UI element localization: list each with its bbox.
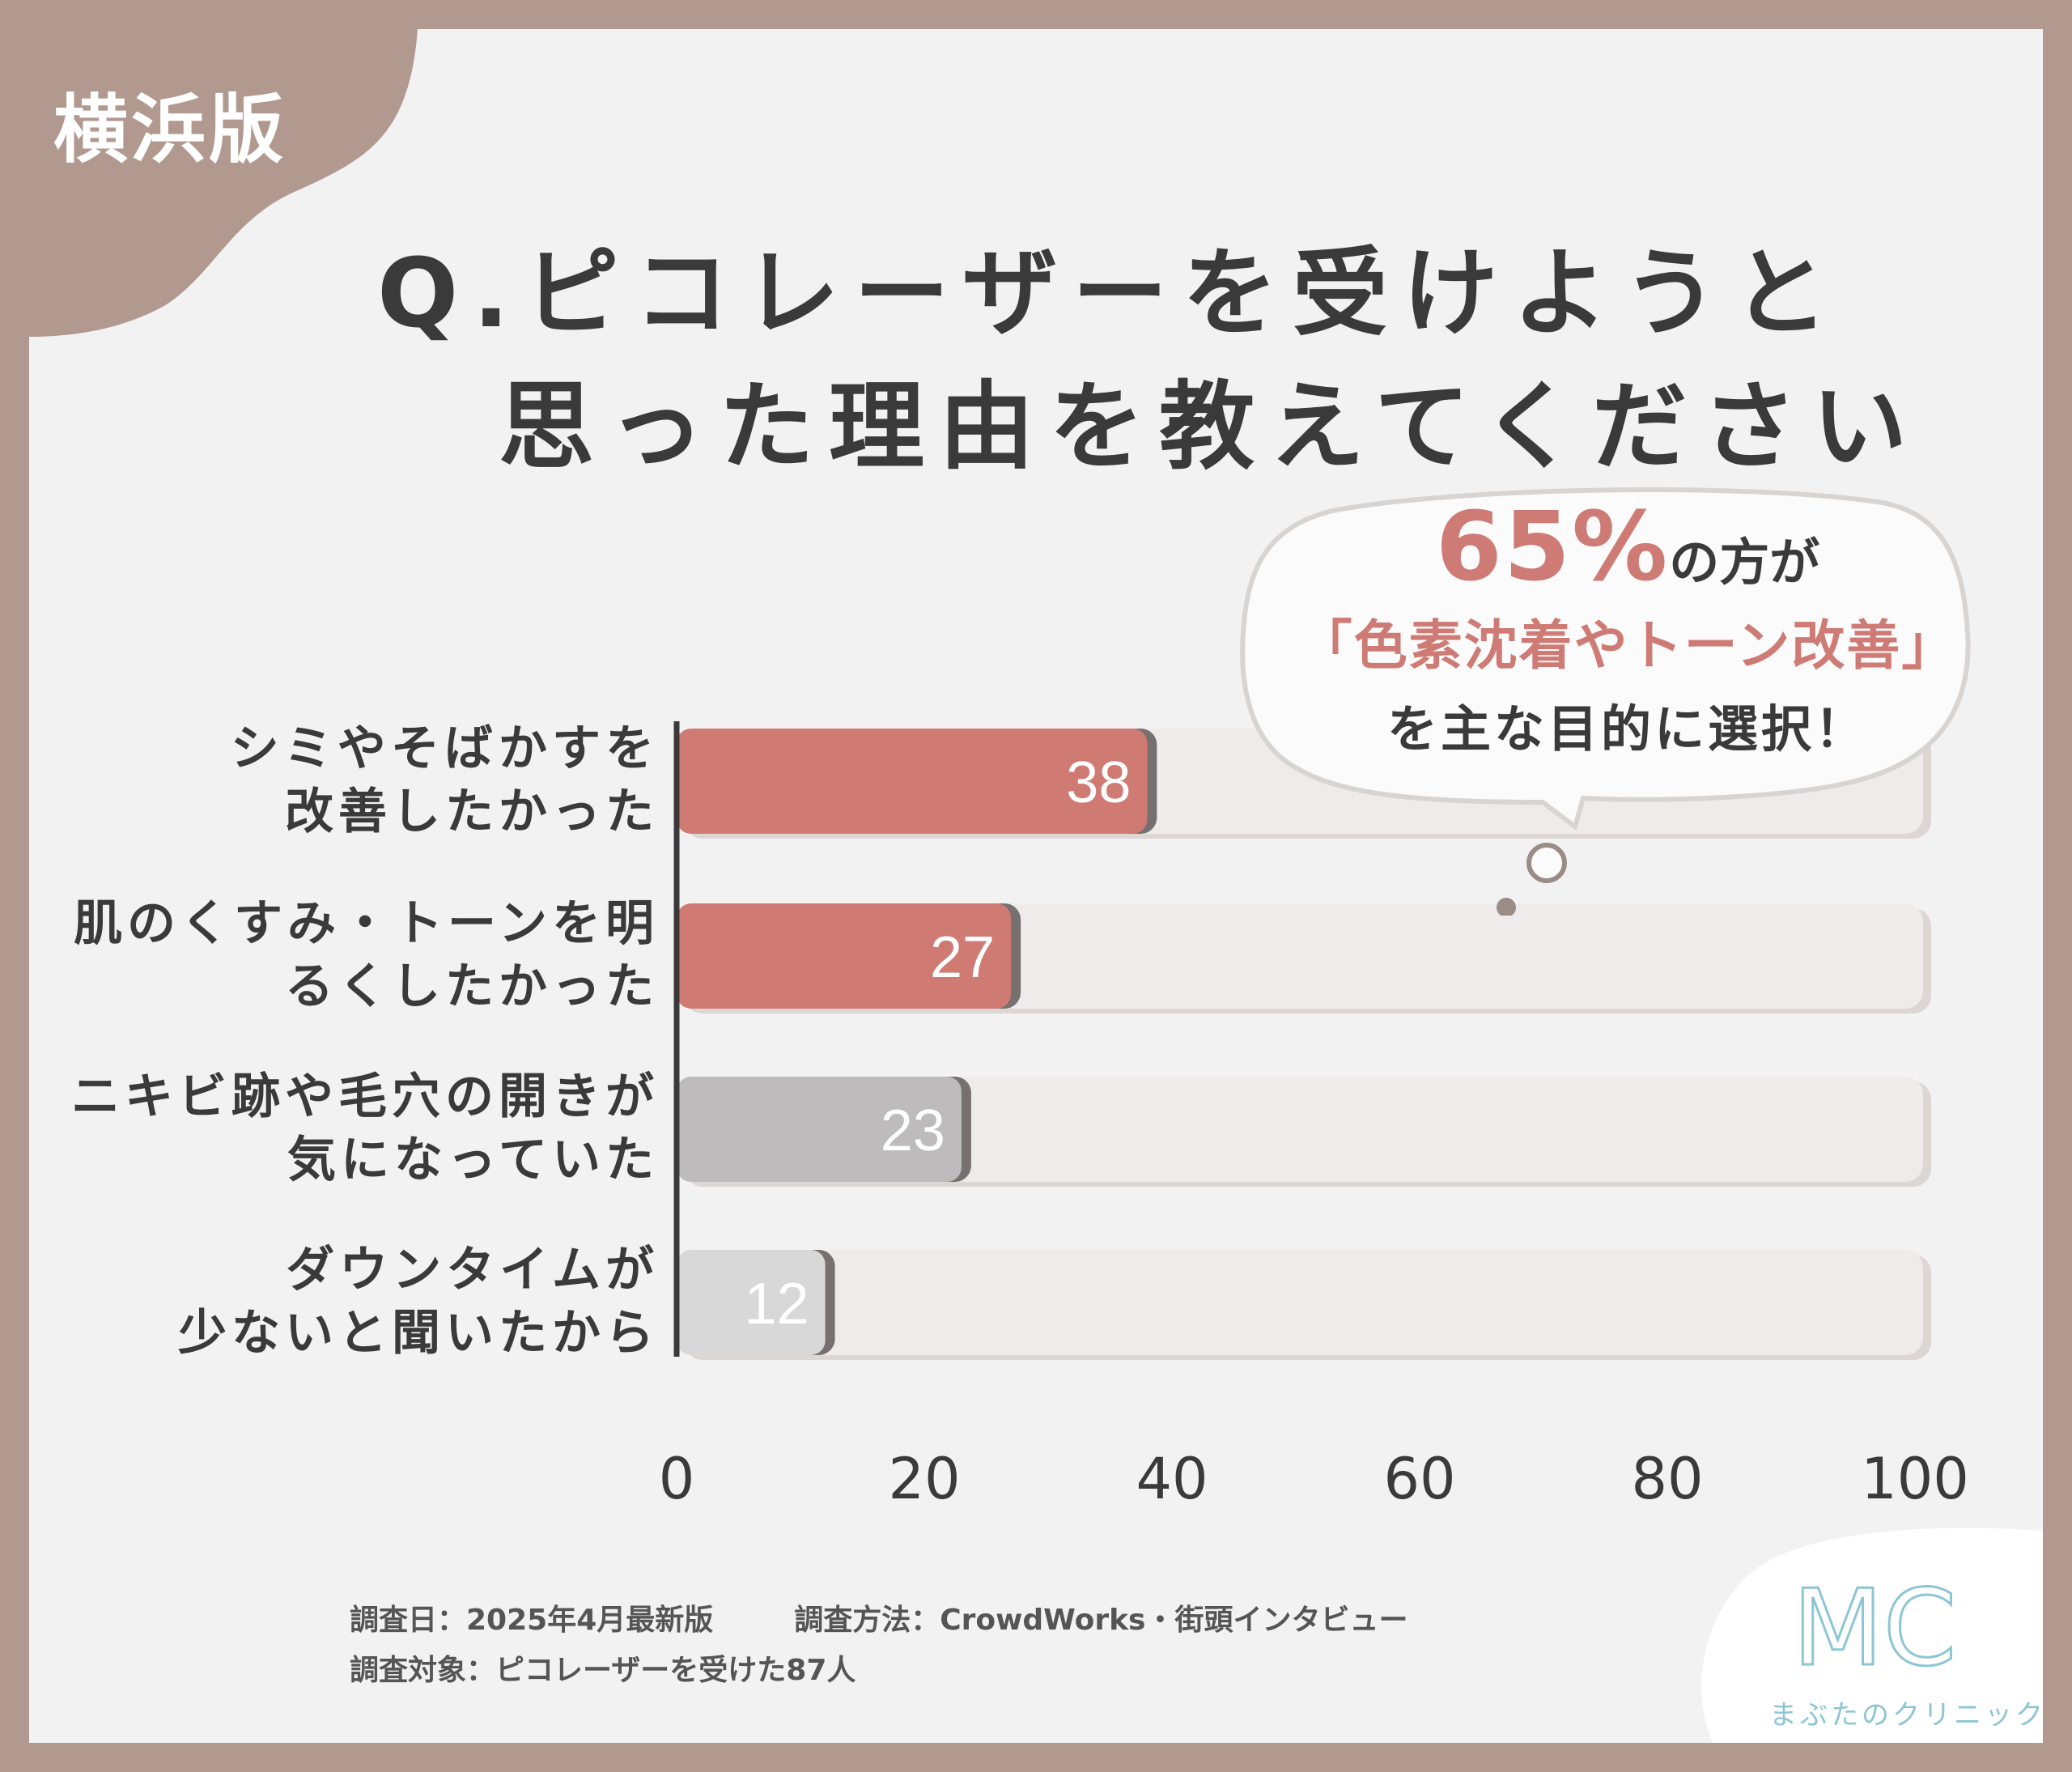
title-line-2: 思った理由を教えてください — [499, 371, 1922, 482]
category-label: シミやそばかすを改善したかった — [44, 717, 659, 844]
bubble-dot-large — [1526, 843, 1567, 883]
survey-date: 調査日：2025年4月最新版 — [350, 1604, 714, 1637]
category-label-line: 少ないと聞いたから — [178, 1305, 659, 1362]
callout-percent: 65% — [1435, 491, 1670, 602]
logo-mark: MC — [1793, 1566, 1957, 1689]
callout-line-1-suffix: の方が — [1669, 533, 1820, 592]
bar-value-label: 38 — [1066, 750, 1131, 815]
callout-text: 65%の方が 「色素沈着やトーン改善」 を主な目的に選択！ — [1251, 491, 2004, 761]
bar-value-label: 23 — [881, 1098, 945, 1163]
infographic-card: 横浜版 Q.ピコレーザーを受けようと 思った理由を教えてください 38 27 23 1… — [29, 29, 2043, 1743]
callout-line-1: 65%の方が — [1251, 491, 2004, 602]
callout-line-3: を主な目的に選択！ — [1386, 699, 1868, 759]
x-tick-label: 40 — [1136, 1446, 1208, 1512]
logo-panel: MC — [1701, 1528, 2043, 1743]
survey-target: 調査対象：ピコレーザーを受けた87人 — [350, 1654, 856, 1687]
x-tick-label: 60 — [1383, 1446, 1455, 1512]
bar-value-label: 12 — [745, 1272, 809, 1336]
category-label-line: 気になっていた — [287, 1132, 659, 1188]
category-label: ダウンタイムが少ないと聞いたから — [44, 1239, 659, 1365]
survey-notes: 調査日：2025年4月最新版 調査方法：CrowdWorks・街頭インタビュー 調… — [350, 1596, 1408, 1696]
x-tick-label: 0 — [659, 1446, 695, 1512]
survey-method: 調査方法：CrowdWorks・街頭インタビュー — [794, 1604, 1408, 1637]
title-line-1: Q.ピコレーザーを受けようと — [377, 237, 1843, 349]
category-label-line: ニキビ跡や毛穴の開きが — [71, 1069, 659, 1125]
bar — [677, 1077, 962, 1182]
category-label: 肌のくすみ・トーンを明るくしたかった — [44, 892, 659, 1018]
corner-tag-shape — [29, 29, 418, 337]
callout-line-2: 「色素沈着やトーン改善」 — [1298, 614, 1957, 677]
category-label-line: 改善したかった — [285, 784, 659, 840]
bar — [677, 903, 1012, 1009]
x-tick-label: 20 — [888, 1446, 960, 1512]
bar — [677, 1250, 826, 1355]
category-label-line: るくしたかった — [285, 958, 659, 1015]
bar-track — [677, 1077, 1923, 1182]
category-label-line: シミやそばかすを — [230, 720, 659, 777]
region-tag: 横浜版 — [53, 87, 287, 173]
x-tick-label: 100 — [1861, 1446, 1969, 1512]
category-label-line: ダウンタイムが — [286, 1242, 659, 1298]
bar-track — [677, 1250, 1923, 1355]
category-label: ニキビ跡や毛穴の開きが気になっていた — [44, 1065, 659, 1192]
x-tick-label: 80 — [1631, 1446, 1703, 1512]
bar-value-label: 27 — [930, 925, 995, 990]
bar — [677, 729, 1148, 834]
speech-bubble — [1240, 487, 1971, 916]
logo-name: まぶたのクリニック — [1769, 1699, 2043, 1732]
bubble-dot-small — [1497, 898, 1516, 916]
category-label-line: 肌のくすみ・トーンを明 — [74, 895, 659, 952]
